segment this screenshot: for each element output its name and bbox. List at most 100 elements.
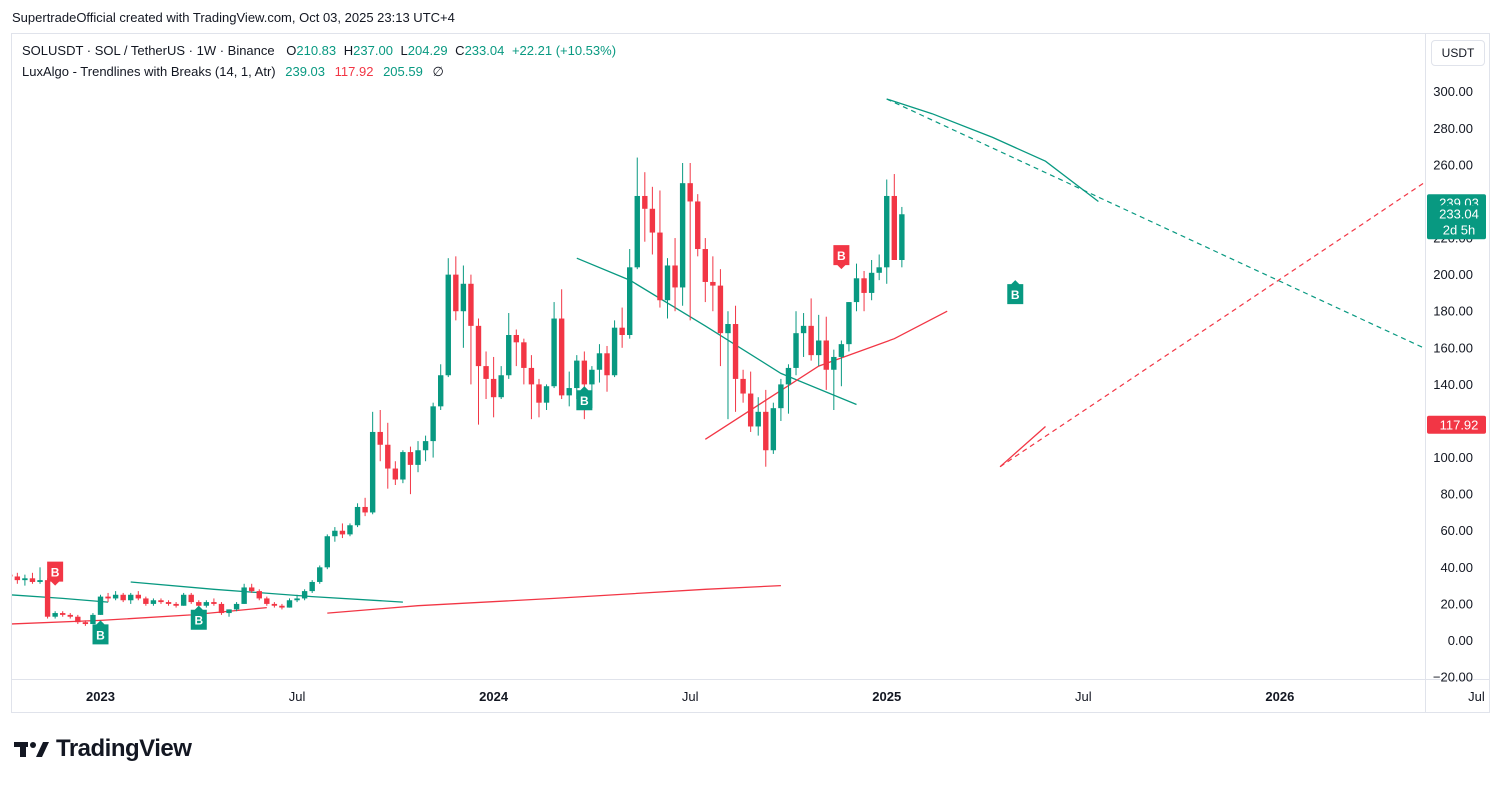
resistance-trendline [576,257,857,406]
candle [513,329,519,367]
change-value: +22.21 (+10.53%) [511,43,617,58]
candle [180,592,187,606]
candle [611,320,618,378]
y-tick-label: 180.00 [1433,304,1473,319]
candle [687,163,693,321]
candle-body [286,600,293,608]
break-label-box [190,605,207,630]
candle [838,340,845,387]
candle [460,265,467,348]
lower-trend-badge-text: 117.92 [1440,417,1479,432]
candle-body [611,327,618,376]
plot-area: BBBBBBB [12,98,1424,645]
candle-body [846,302,852,345]
candle-body [543,386,550,403]
candle-body [438,375,444,407]
y-tick-label: 100.00 [1433,450,1473,465]
candle [400,450,406,484]
resistance-trendline [12,594,109,603]
break-label: B [576,386,593,411]
candle-body [770,408,777,451]
x-tick-label: 2025 [872,689,901,704]
candle [558,289,565,400]
candle-body [271,603,278,606]
indicator-legend: LuxAlgo - Trendlines with Breaks (14, 1,… [22,64,444,80]
candle [445,258,451,378]
x-tick-label: 2024 [479,689,509,704]
candle [120,592,126,603]
candle-body [672,265,678,288]
break-label: B [190,605,207,630]
indicator-title[interactable]: LuxAlgo - Trendlines with Breaks (14, 1,… [22,64,276,79]
candle [483,351,489,400]
candle [506,313,512,379]
candle [657,190,663,308]
candle [891,174,897,260]
candle [664,258,671,319]
candle [165,600,172,606]
symbol-title[interactable]: SOLUSDT · SOL / TetherUS · 1W · Binance [22,43,275,58]
candle-body [604,353,610,376]
candle [188,592,194,604]
candle-body [528,367,535,385]
candle [218,602,225,615]
break-label-text: B [1011,288,1020,302]
candle [747,371,754,432]
candle [800,313,807,357]
candle-body [430,406,436,442]
tradingview-logo[interactable]: TradingView [14,735,192,763]
candle [808,298,814,361]
last-price-badge-bg [1427,205,1486,240]
candle-body [407,452,414,465]
candle-body [400,452,406,480]
candle-body [778,384,784,409]
candle-body [301,591,308,599]
candle-body [490,378,497,398]
candle [150,598,157,606]
y-tick-label: 140.00 [1433,377,1473,392]
candle-body [816,340,822,356]
candle-body [22,578,28,581]
x-tick-label: Jul [1075,689,1092,704]
candle-body [339,530,346,535]
candle [233,602,240,612]
candle [105,592,111,603]
candle [528,355,535,420]
candle-body [14,576,21,581]
candle-body [264,598,270,604]
candle [317,565,323,584]
candle-body [642,195,648,209]
candle-body [82,622,89,625]
candle [324,534,330,570]
candle-body [60,613,66,615]
high-value: 237.00 [353,43,393,58]
candle-body [838,344,845,357]
currency-button[interactable]: USDT [1431,40,1485,66]
candle [67,613,73,619]
break-label: B [1007,280,1024,305]
candle-body [44,580,51,617]
candle [498,366,504,400]
candle [135,591,141,601]
candle [309,580,315,593]
candle [44,578,51,619]
candle-body [120,594,126,601]
candle [717,269,724,367]
candle [354,503,361,528]
close-label: C [455,43,465,58]
candle [60,611,66,617]
candle-body [763,411,769,451]
x-tick-label: Jul [289,689,306,704]
candle-body [884,195,890,268]
candle-body [664,265,671,301]
candle-body [740,378,746,394]
candle-body [158,600,164,603]
candle [868,259,875,301]
open-value: 210.83 [296,43,337,58]
candle [286,598,293,608]
candle-body [196,602,202,606]
candle [264,596,270,606]
candle-body [67,614,73,617]
candle-body [891,195,897,260]
